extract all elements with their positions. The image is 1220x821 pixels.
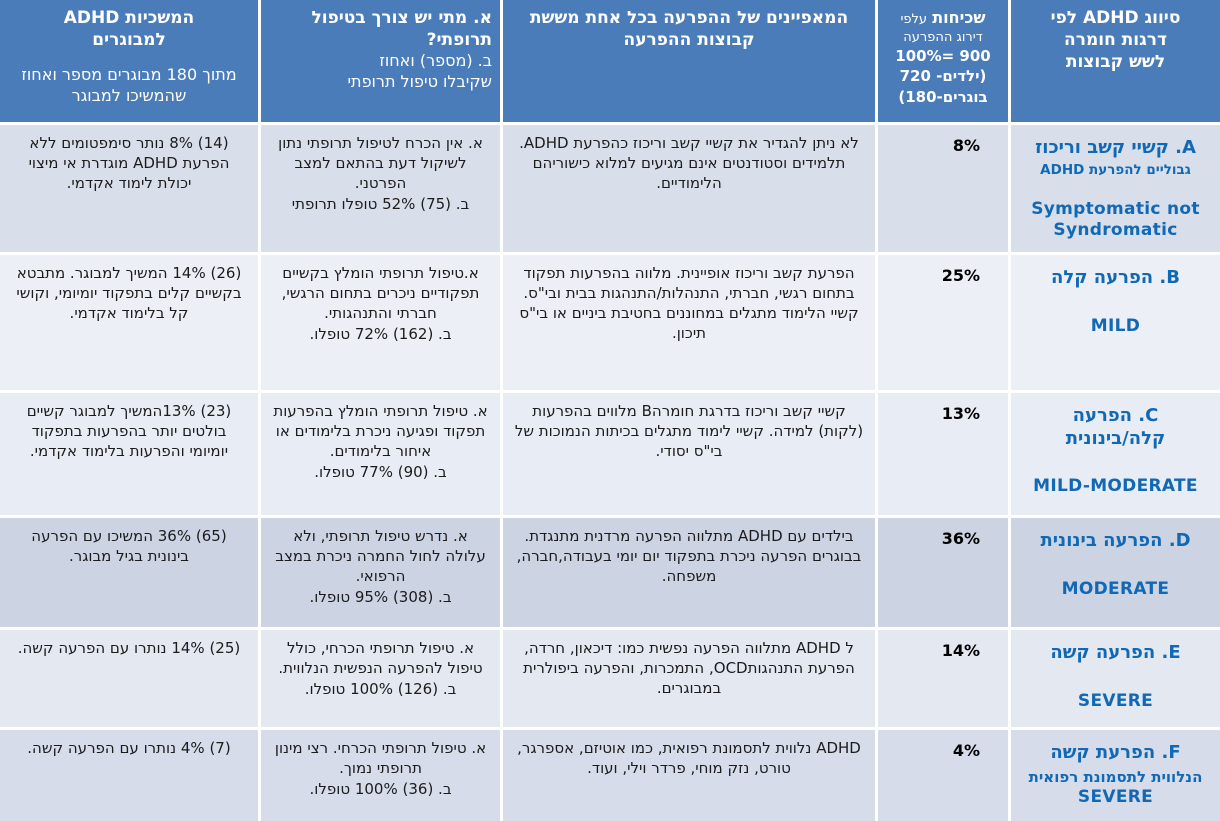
medication-part-b: ב. (90) 77% טופלו.: [314, 463, 447, 482]
header-medication-sub2: שקיבלו טיפול תרופתי: [347, 71, 492, 91]
continuity-cell-D: (65) 36% המשיכו עם הפרעה בינונית בגיל מב…: [0, 518, 258, 627]
classification-english: SEVERE: [1077, 787, 1154, 807]
header-continuity-line1: המשכיות ADHD: [63, 8, 195, 28]
header-frequency-line4: (ילדים- 720: [899, 67, 987, 86]
classification-label: D. הפרעה בינונית: [1040, 530, 1191, 551]
header-frequency: שכיחות עלפי דירוג ההפרעה 900 =100% (ילדי…: [878, 0, 1008, 122]
header-classification-line2: דרגות חומרה: [1064, 30, 1167, 51]
header-continuity-line2: למבוגרים: [92, 30, 166, 51]
medication-cell-F: א. טיפול תרופתי הכרחי. רצי מינון תרופתי …: [261, 730, 500, 821]
header-frequency-line3: 900 =100%: [895, 47, 991, 66]
header-medication-sub1: ב. (מספר) ואחוז: [379, 51, 492, 71]
characteristics-cell-E: ל ADHD מתלווה הפרעה נפשית כמו: דיכאון, ח…: [503, 630, 875, 727]
header-classification-line1: סיווג ADHD לפי: [1050, 8, 1181, 28]
classification-label: E. הפרעה קשה: [1050, 642, 1181, 663]
medication-cell-E: א. טיפול תרופתי הכרחי, כולל טיפול להפרעה…: [261, 630, 500, 727]
characteristics-cell-A: לא ניתן להגדיר את קשיי קשב וריכוז כהפרעת…: [503, 125, 875, 252]
characteristics-cell-B: הפרעת קשב וריכוז אופיינית. מלווה בהפרעות…: [503, 255, 875, 390]
classification-sublabel: [1021, 292, 1210, 306]
header-frequency-line2: דירוג ההפרעה: [903, 29, 983, 45]
classification-english: Symptomatic not Syndromatic: [1031, 199, 1200, 241]
header-frequency-line5: בוגרים-180): [898, 87, 988, 106]
medication-part-a: א. נדרש טיפול תרופתי, ולא עלולה לחול החמ…: [275, 527, 486, 586]
medication-part-b: ב. (126) 100% טופלו.: [304, 680, 457, 699]
header-medication-title: א. מתי יש צורך בטיפול תרופתי?: [311, 8, 492, 51]
classification-label: C. הפרעה קלה/בינונית: [1065, 405, 1166, 449]
frequency-cell-D: 36%: [878, 518, 1008, 627]
classification-cell-C: C. הפרעה קלה/בינונית MILD-MODERATE: [1011, 393, 1220, 515]
characteristics-cell-D: בילדים עם ADHD מתלווה הפרעה מרדנית מתנגד…: [503, 518, 875, 627]
header-continuity-subtitle: מתוך 180 מבוגרים מספר ואחוז שהמשיכו למבו…: [21, 65, 237, 105]
medication-part-b: ב. (308) 95% טופלו.: [309, 588, 452, 607]
classification-cell-B: B. הפרעה קלה MILD: [1011, 255, 1220, 390]
classification-english: MILD-MODERATE: [1033, 476, 1198, 496]
classification-english: MILD: [1090, 315, 1141, 336]
continuity-cell-C: (23) 13%המשיך למבוגר קשיים בולטים יותר ב…: [0, 393, 258, 515]
classification-sublabel: [1021, 667, 1210, 681]
classification-cell-D: D. הפרעה בינונית MODERATE: [1011, 518, 1220, 627]
continuity-cell-E: (25) 14% נותרו עם הפרעה קשה.: [0, 630, 258, 727]
header-frequency-line1: שכיחות עלפי: [886, 7, 1000, 29]
medication-cell-B: א.טיפול תרופתי הומלץ בקשיים תפקודיים ניכ…: [261, 255, 500, 390]
classification-cell-E: E. הפרעה קשה SEVERE: [1011, 630, 1220, 727]
medication-part-b: ב. (75) 52% טופלו תרופתי: [291, 195, 470, 214]
header-frequency-word-bold: שכיחות: [932, 8, 986, 27]
header-frequency-word-rest: עלפי: [900, 12, 927, 27]
frequency-cell-E: 14%: [878, 630, 1008, 727]
characteristics-cell-C: קשיי קשב וריכוז בדרגת חומרהB מלווים בהפר…: [503, 393, 875, 515]
medication-part-b: ב. (36) 100% טופלו.: [309, 780, 452, 799]
classification-sublabel: הנלווית לתסמונת רפואית: [1028, 767, 1203, 786]
continuity-cell-F: (7) 4% נותרו עם הפרעה קשה.: [0, 730, 258, 821]
continuity-cell-B: (26) 14% המשיך למבוגר. מתבטא בקשיים קלים…: [0, 255, 258, 390]
medication-part-b: ב. (162) 72% טופלו.: [309, 325, 452, 344]
classification-label: F. הפרעת קשה: [1050, 742, 1181, 763]
header-continuity: המשכיות ADHD למבוגרים מתוך 180 מבוגרים מ…: [0, 0, 258, 122]
medication-part-a: א. טיפול תרופתי הומלץ בהפרעות תפקוד ופגי…: [273, 402, 488, 461]
classification-sublabel: גבוליים להפרעת ADHD: [1040, 161, 1191, 178]
header-classification-line3: לשש קבוצות: [1065, 52, 1166, 73]
classification-label: B. הפרעה קלה: [1050, 267, 1180, 288]
frequency-cell-F: 4%: [878, 730, 1008, 821]
header-classification: סיווג ADHD לפי דרגות חומרה לשש קבוצות: [1011, 0, 1220, 122]
medication-cell-A: א. אין הכרח לטיפול תרופתי נתון לשיקול דע…: [261, 125, 500, 252]
medication-cell-C: א. טיפול תרופתי הומלץ בהפרעות תפקוד ופגי…: [261, 393, 500, 515]
continuity-cell-A: (14) 8% נותר סימפטומים ללא הפרעת ADHD מו…: [0, 125, 258, 252]
medication-part-a: א. טיפול תרופתי הכרחי. רצי מינון תרופתי …: [274, 739, 487, 778]
frequency-cell-B: 25%: [878, 255, 1008, 390]
medication-part-a: א.טיפול תרופתי הומלץ בקשיים תפקודיים ניכ…: [281, 264, 480, 323]
classification-label: A. קשיי קשב וריכוז: [1035, 137, 1196, 158]
medication-part-a: א. אין הכרח לטיפול תרופתי נתון לשיקול דע…: [278, 134, 483, 193]
medication-cell-D: א. נדרש טיפול תרופתי, ולא עלולה לחול החמ…: [261, 518, 500, 627]
medication-part-a: א. טיפול תרופתי הכרחי, כולל טיפול להפרעה…: [278, 639, 483, 678]
classification-sublabel: [1021, 555, 1210, 569]
frequency-cell-A: 8%: [878, 125, 1008, 252]
header-characteristics: המאפיינים של ההפרעה בכל אחת מששת קבוצות …: [503, 0, 875, 122]
header-medication: א. מתי יש צורך בטיפול תרופתי? ב. (מספר) …: [261, 0, 500, 122]
classification-cell-F: F. הפרעת קשה הנלווית לתסמונת רפואית SEVE…: [1011, 730, 1220, 821]
classification-sublabel: [1021, 452, 1210, 466]
classification-english: MODERATE: [1061, 578, 1170, 599]
classification-english: SEVERE: [1077, 690, 1154, 711]
characteristics-cell-F: ADHD נלווית לתסמונת רפואית, כמו אוטיזם, …: [503, 730, 875, 821]
frequency-cell-C: 13%: [878, 393, 1008, 515]
classification-cell-A: A. קשיי קשב וריכוז גבוליים להפרעת ADHD S…: [1011, 125, 1220, 252]
